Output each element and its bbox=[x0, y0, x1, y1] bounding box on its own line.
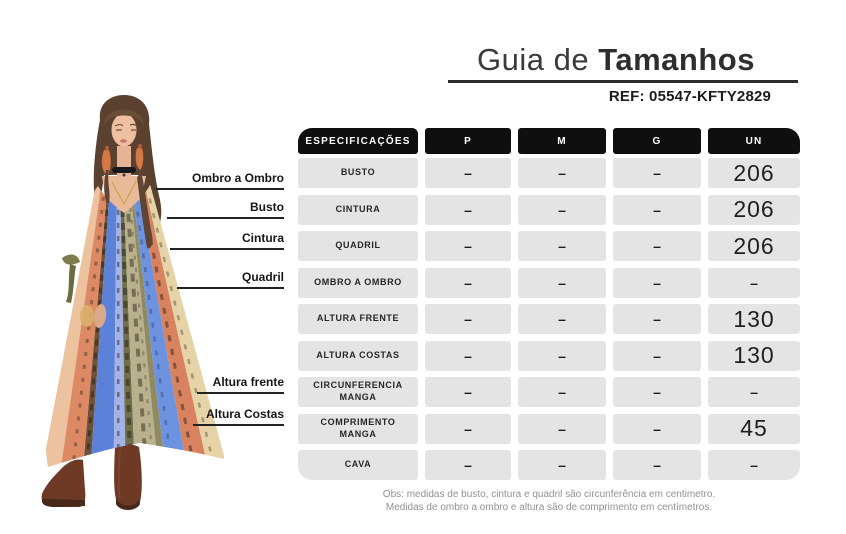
table-row: OMBRO A OMBRO – – – – bbox=[298, 267, 800, 298]
table-row: COMPRIMENTO MANGA – – – 45 bbox=[298, 413, 800, 444]
un-value-cell: 206 bbox=[708, 194, 800, 225]
value-cell: – bbox=[613, 231, 701, 261]
value-cell: – bbox=[613, 450, 701, 480]
value-cell: – bbox=[613, 158, 701, 188]
footnotes: Obs: medidas de busto, cintura e quadril… bbox=[298, 489, 800, 514]
value-cell: – bbox=[518, 413, 606, 444]
value-cell: – bbox=[425, 450, 511, 480]
table-row: CAVA – – – – bbox=[298, 450, 800, 480]
header-g: G bbox=[613, 128, 701, 154]
title-emphasis: Tamanhos bbox=[598, 42, 755, 77]
footnote-line-1: Obs: medidas de busto, cintura e quadril… bbox=[382, 489, 716, 500]
page-title: Guia de Tamanhos bbox=[430, 42, 802, 78]
value-cell: – bbox=[425, 340, 511, 371]
value-cell: – bbox=[425, 267, 511, 298]
measure-label-quadril: Quadril bbox=[177, 271, 284, 289]
un-value-cell: – bbox=[708, 450, 800, 480]
measure-label-busto: Busto bbox=[167, 201, 284, 219]
table-row: ALTURA FRENTE – – – 130 bbox=[298, 304, 800, 334]
un-value-cell: – bbox=[708, 377, 800, 407]
value-cell: – bbox=[518, 231, 606, 261]
value-cell: – bbox=[518, 158, 606, 188]
value-cell: – bbox=[425, 194, 511, 225]
un-value-cell: 206 bbox=[708, 231, 800, 261]
table-row: BUSTO – – – 206 bbox=[298, 158, 800, 188]
measure-label-altura-costas: Altura Costas bbox=[193, 408, 284, 426]
un-value-cell: 45 bbox=[708, 413, 800, 444]
value-cell: – bbox=[613, 377, 701, 407]
boots bbox=[41, 443, 142, 510]
value-cell: – bbox=[425, 413, 511, 444]
choker bbox=[112, 167, 136, 173]
earrings bbox=[101, 144, 144, 177]
value-cell: – bbox=[518, 194, 606, 225]
header-especificacoes: ESPECIFICAÇÕES bbox=[298, 128, 418, 154]
value-cell: – bbox=[518, 377, 606, 407]
value-cell: – bbox=[613, 304, 701, 334]
measure-label-altura-frente: Altura frente bbox=[197, 376, 284, 394]
footnote-line-2: Medidas de ombro a ombro e altura são de… bbox=[385, 501, 713, 513]
un-value-cell: 206 bbox=[708, 158, 800, 188]
spec-cell: OMBRO A OMBRO bbox=[298, 267, 418, 298]
title-prefix: Guia de bbox=[477, 42, 599, 77]
measure-label-ombro-a-ombro: Ombro a Ombro bbox=[156, 172, 284, 190]
spec-cell: CIRCUNFERENCIA MANGA bbox=[298, 377, 418, 407]
table-row: CIRCUNFERENCIA MANGA – – – – bbox=[298, 377, 800, 407]
spec-cell: COMPRIMENTO MANGA bbox=[298, 413, 418, 444]
spec-cell: ALTURA FRENTE bbox=[298, 304, 418, 334]
spec-cell: CAVA bbox=[298, 450, 418, 480]
spec-cell: ALTURA COSTAS bbox=[298, 340, 418, 371]
value-cell: – bbox=[613, 267, 701, 298]
table-row: QUADRIL – – – 206 bbox=[298, 231, 800, 261]
value-cell: – bbox=[613, 340, 701, 371]
value-cell: – bbox=[518, 267, 606, 298]
value-cell: – bbox=[425, 304, 511, 334]
measure-label-cintura: Cintura bbox=[170, 232, 284, 250]
value-cell: – bbox=[425, 158, 511, 188]
spec-cell: CINTURA bbox=[298, 194, 418, 225]
header-m: M bbox=[518, 128, 606, 154]
value-cell: – bbox=[518, 450, 606, 480]
table-row: ALTURA COSTAS – – – 130 bbox=[298, 340, 800, 371]
un-value-cell: 130 bbox=[708, 340, 800, 371]
ref-code: REF: 05547-KFTY2829 bbox=[608, 88, 772, 105]
header-p: P bbox=[425, 128, 511, 154]
title-underline bbox=[448, 80, 798, 83]
size-table: ESPECIFICAÇÕES P M G UN BUSTO – – – 206 … bbox=[298, 128, 800, 480]
kaftan-dress bbox=[45, 185, 225, 467]
un-value-cell: – bbox=[708, 267, 800, 298]
un-value-cell: 130 bbox=[708, 304, 800, 334]
model-photo bbox=[41, 95, 225, 510]
value-cell: – bbox=[425, 231, 511, 261]
value-cell: – bbox=[518, 340, 606, 371]
value-cell: – bbox=[518, 304, 606, 334]
table-row: CINTURA – – – 206 bbox=[298, 194, 800, 225]
value-cell: – bbox=[425, 377, 511, 407]
value-cell: – bbox=[613, 194, 701, 225]
table-header-row: ESPECIFICAÇÕES P M G UN bbox=[298, 128, 800, 154]
spec-cell: BUSTO bbox=[298, 158, 418, 188]
header-un: UN bbox=[708, 128, 800, 154]
value-cell: – bbox=[613, 413, 701, 444]
spec-cell: QUADRIL bbox=[298, 231, 418, 261]
sleeve-ribbon bbox=[62, 254, 80, 303]
